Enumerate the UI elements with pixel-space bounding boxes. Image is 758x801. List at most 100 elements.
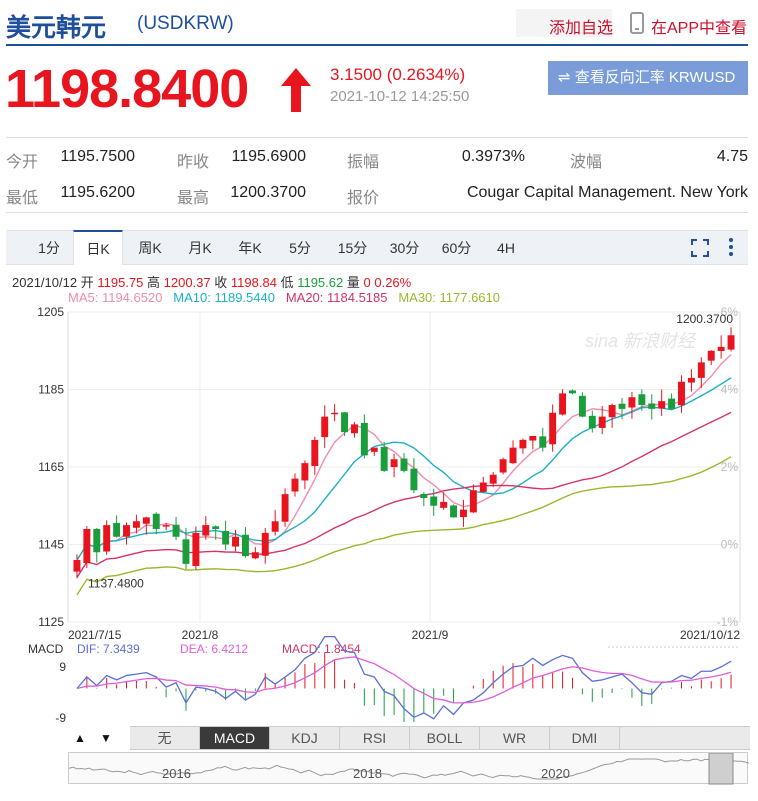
candle-body	[450, 505, 458, 518]
candle-body	[509, 447, 517, 464]
candle-body	[697, 362, 705, 378]
open-in-app-link[interactable]: 在APP中查看	[651, 20, 748, 37]
add-favorite-label[interactable]: 添加自选	[549, 20, 614, 37]
ma20-line	[76, 411, 732, 578]
candle-body	[717, 346, 725, 352]
tab-60min[interactable]: 60分	[441, 240, 472, 256]
high-label: 最高	[177, 190, 210, 207]
amplitude-label: 振幅	[347, 154, 380, 171]
x-tick-label: 2021/9	[412, 628, 449, 642]
candle-body	[529, 436, 537, 441]
candle-body	[598, 416, 606, 428]
candle-body	[380, 446, 388, 471]
candle-body	[410, 468, 418, 491]
current-price: 1198.8400	[5, 59, 249, 119]
candle-body	[83, 529, 91, 563]
indicator-boll[interactable]: BOLL	[410, 727, 480, 749]
candle-body	[93, 528, 101, 553]
kline-chart[interactable]: sina 新浪财经 1205 6% 1185 4% 1165 2% 1145 0% 1125 -1…	[0, 302, 758, 722]
tab-15min[interactable]: 15分	[337, 240, 368, 256]
indicator-dmi[interactable]: DMI	[550, 727, 620, 749]
min-price-label: 1137.4800	[88, 577, 144, 591]
scroll-down-button[interactable]: ▼	[100, 731, 112, 745]
candle-body	[291, 478, 299, 492]
indicator-none[interactable]: 无	[130, 727, 200, 749]
y-tick-label: 1185	[38, 383, 64, 397]
tab-weekly[interactable]: 周K	[138, 240, 162, 256]
tab-4h[interactable]: 4H	[497, 240, 515, 256]
tab-monthly[interactable]: 月K	[188, 240, 212, 256]
tab-yearly[interactable]: 年K	[238, 240, 262, 256]
tab-5min[interactable]: 5分	[289, 240, 311, 256]
add-favorite-button[interactable]	[516, 9, 612, 37]
candle-body	[281, 494, 289, 522]
candle-body	[638, 394, 646, 405]
indicator-wr[interactable]: WR	[480, 727, 550, 749]
tab-daily[interactable]: 日K	[73, 230, 123, 265]
candle-body	[578, 395, 586, 417]
candle-body	[459, 509, 467, 518]
y-tick-label: 1145	[38, 538, 64, 552]
dea-line	[76, 656, 732, 704]
tab-30min[interactable]: 30分	[389, 240, 420, 256]
moving-average-legend: MA5: 1194.6520 MA10: 1189.5440 MA20: 118…	[68, 290, 500, 305]
candle-body	[618, 403, 626, 409]
dif-label: DIF: 7.3439	[77, 642, 140, 656]
ohlc-info-line: 2021/10/12 开 1195.75 高 1200.37 收 1198.84…	[12, 275, 412, 290]
candle-body	[123, 525, 130, 537]
candle-body	[172, 524, 180, 537]
more-menu-icon[interactable]	[726, 236, 736, 258]
macd-hist-label: MACD: 1.8454	[282, 642, 361, 656]
candle-body	[360, 422, 368, 456]
quote-timestamp: 2021-10-12 14:25:50	[330, 88, 470, 105]
candle-body	[321, 416, 329, 438]
candle-body	[162, 525, 170, 527]
candle-body	[549, 412, 557, 445]
candle-body	[271, 521, 279, 532]
candle-body	[241, 534, 249, 557]
candle-body	[559, 393, 567, 415]
candle-body	[400, 458, 408, 471]
candle-body	[668, 398, 676, 409]
candle-body	[103, 525, 111, 552]
reverse-rate-button[interactable]: ⇌ 查看反向汇率 KRWUSD	[548, 61, 748, 95]
candle-body	[569, 390, 576, 394]
candle-body	[350, 424, 358, 434]
candle-body	[440, 501, 448, 508]
y-tick-label: 1165	[38, 460, 64, 474]
low-value: 1195.6200	[60, 184, 135, 201]
period-tab-bar	[6, 230, 748, 265]
navigator-year-1: 2016	[162, 766, 191, 781]
candle-body	[232, 536, 239, 547]
y-tick-label: 1205	[37, 305, 64, 319]
indicator-macd[interactable]: MACD	[200, 727, 270, 749]
candle-body	[608, 405, 616, 418]
page-title: 美元韩元	[6, 14, 107, 42]
candle-body	[142, 517, 150, 524]
header-divider	[6, 44, 748, 46]
time-navigator[interactable]	[68, 752, 749, 785]
volatility-label: 波幅	[570, 154, 603, 171]
indicator-rsi[interactable]: RSI	[340, 727, 410, 749]
indicator-kdj[interactable]: KDJ	[270, 727, 340, 749]
candle-body	[519, 439, 527, 449]
candle-body	[658, 401, 666, 409]
pct-tick-label: 6%	[721, 305, 739, 319]
candle-body	[331, 412, 339, 415]
scroll-up-button[interactable]: ▲	[74, 731, 86, 745]
fullscreen-icon[interactable]	[690, 238, 710, 258]
candle-body	[311, 439, 319, 466]
x-tick-label: 2021/10/12	[680, 628, 740, 642]
x-tick-label: 2021/7/15	[68, 628, 122, 642]
candle-body	[499, 459, 507, 473]
candle-body	[539, 436, 547, 448]
prev-close-value: 1195.6900	[231, 148, 306, 165]
tab-1min[interactable]: 1分	[38, 240, 60, 256]
candle-body	[707, 350, 715, 361]
ma5-legend: MA5: 1194.6520	[68, 290, 163, 305]
max-price-label: 1200.3700	[676, 312, 733, 326]
navigator-sparkline	[69, 753, 749, 785]
candle-body	[113, 522, 121, 537]
candle-body	[222, 531, 230, 545]
pct-tick-label: 0%	[721, 538, 739, 552]
